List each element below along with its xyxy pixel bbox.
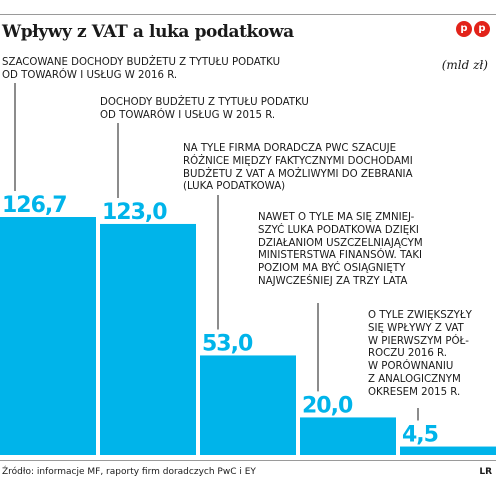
bar: [200, 355, 296, 455]
bar: [0, 217, 96, 455]
bar-note-5: O TYLE ZWIĘKSZYŁY SIĘ WPŁYWY Z VAT W PIE…: [368, 310, 472, 398]
bar-value-label: 53,0: [202, 331, 253, 356]
logo-letter: p: [474, 21, 490, 37]
bar: [400, 446, 496, 455]
author-mark: LR: [479, 467, 492, 477]
bottom-rule: [0, 460, 496, 461]
bar-value-label: 126,7: [2, 193, 67, 218]
unit-label: (mld zł): [441, 58, 488, 72]
bar-value-label: 123,0: [102, 200, 167, 225]
bar-note-2: DOCHODY BUDŻETU Z TYTUŁU PODATKU OD TOWA…: [100, 97, 309, 121]
bar-value-label: 4,5: [402, 423, 438, 448]
bar: [100, 223, 196, 455]
top-rule: [0, 14, 496, 15]
chart-title: Wpływy z VAT a luka podatkowa: [2, 22, 294, 42]
publisher-logo: p p: [456, 21, 490, 37]
bar-note-3: NA TYLE FIRMA DORADCZA PWC SZACUJE RÓŻNI…: [183, 143, 413, 193]
bar: [300, 417, 396, 455]
bar-note-1: SZACOWANE DOCHODY BUDŻETU Z TYTUŁU PODAT…: [2, 57, 281, 81]
bar-value-label: 20,0: [302, 393, 353, 418]
source-note: Źródło: informacje MF, raporty firm dora…: [2, 467, 256, 477]
logo-letter: p: [456, 21, 472, 37]
bar-note-4: NAWET O TYLE MA SIĘ ZMNIEJ- SZYĆ LUKA PO…: [258, 212, 423, 287]
